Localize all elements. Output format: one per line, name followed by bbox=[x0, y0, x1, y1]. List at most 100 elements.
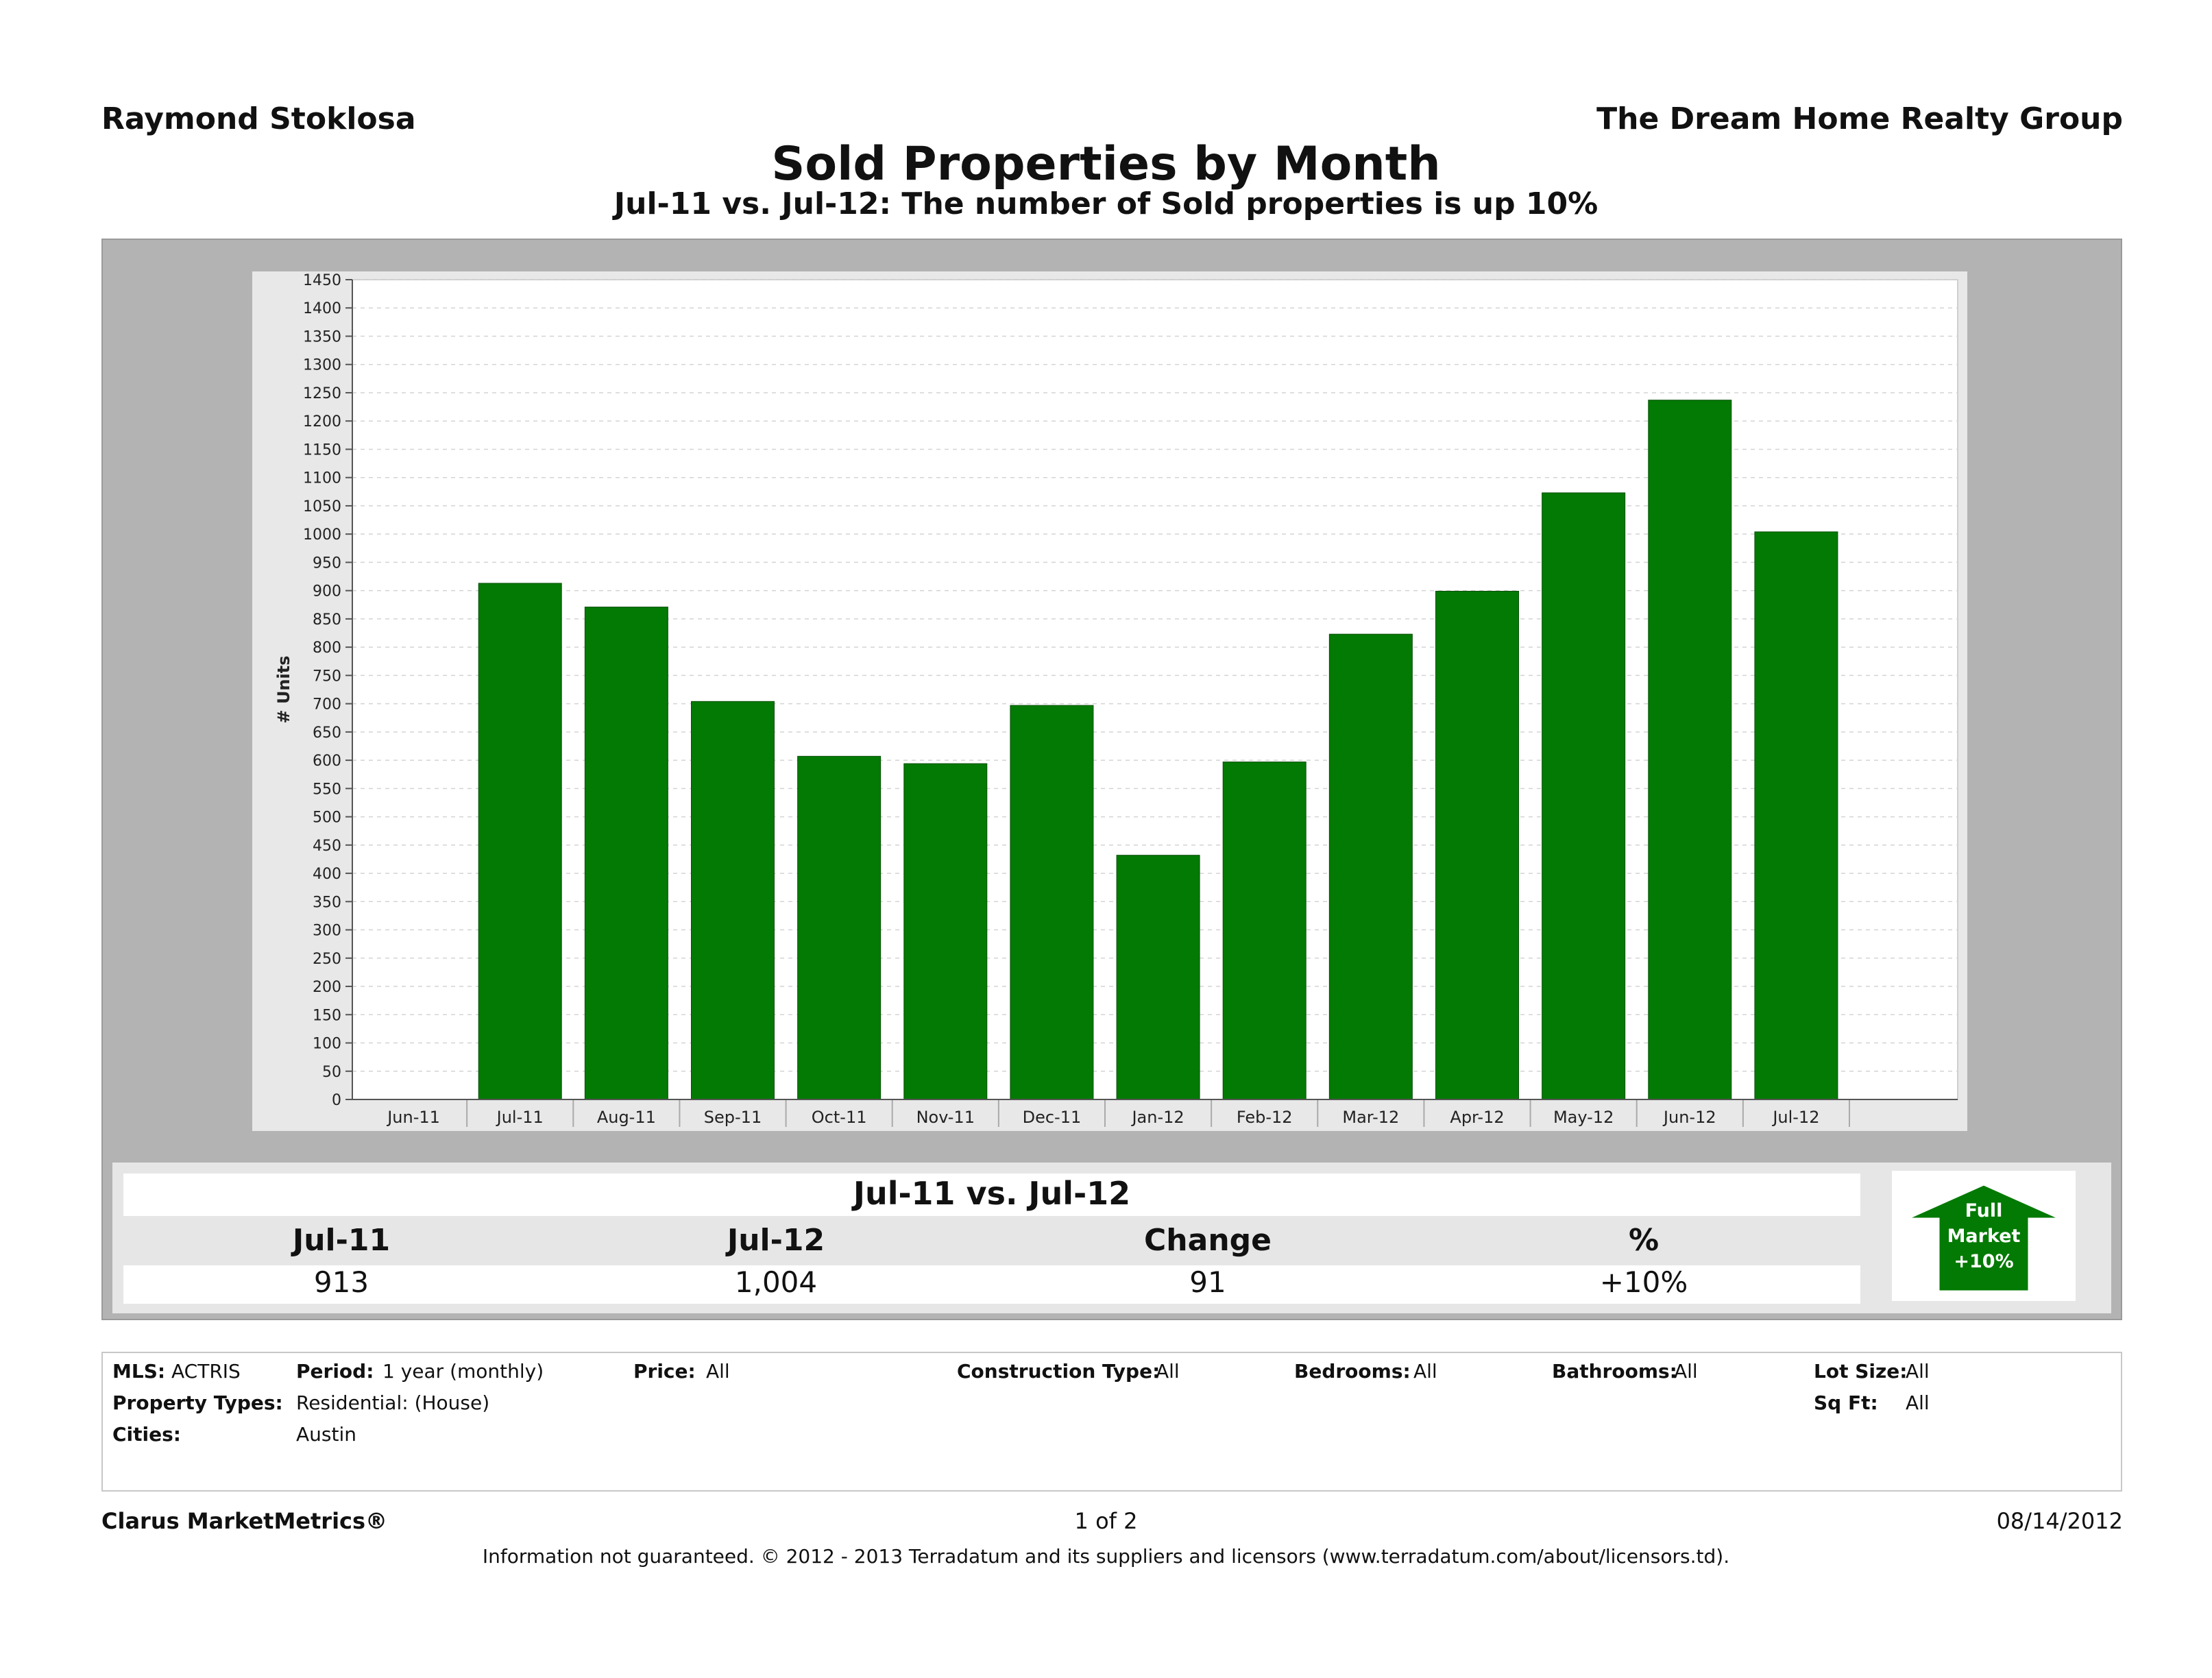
x-tick-label: Jun-11 bbox=[386, 1108, 440, 1127]
disclaimer: Information not guaranteed. © 2012 - 201… bbox=[482, 1545, 1730, 1568]
x-tick-label: Jun-12 bbox=[1662, 1108, 1716, 1127]
construction-type-label: Construction Type: bbox=[957, 1360, 1160, 1383]
summary-header-change: Change bbox=[1144, 1223, 1272, 1258]
badge-line-percent: +10% bbox=[1954, 1251, 2014, 1272]
y-tick-label: 200 bbox=[313, 979, 341, 996]
filters-panel bbox=[101, 1352, 2122, 1492]
bedrooms-value: All bbox=[1413, 1360, 1437, 1383]
summary-title-band bbox=[123, 1174, 1860, 1216]
x-tick-label: Jul-11 bbox=[496, 1108, 544, 1127]
y-tick-label: 350 bbox=[313, 894, 341, 911]
chart-subtitle: Jul-11 vs. Jul-12: The number of Sold pr… bbox=[613, 186, 1599, 221]
y-tick-label: 1050 bbox=[303, 498, 341, 515]
bar-sep-11 bbox=[690, 701, 775, 1100]
y-tick-label: 550 bbox=[313, 781, 341, 798]
price-label: Price: bbox=[633, 1360, 696, 1383]
chart-area: 0 50 100 150 200 250 300 350 400 450 500 550 600 650 7… bbox=[252, 271, 1967, 1131]
period-label: Period: bbox=[296, 1360, 374, 1383]
y-tick-label: 150 bbox=[313, 1007, 341, 1024]
bar-feb-12 bbox=[1222, 762, 1306, 1100]
period-value: 1 year (monthly) bbox=[382, 1360, 544, 1383]
y-tick-label: 1250 bbox=[303, 385, 341, 402]
summary-value-jul-11: 913 bbox=[313, 1265, 369, 1299]
x-tick-label: Apr-12 bbox=[1450, 1108, 1504, 1127]
badge-line-market: Market bbox=[1947, 1226, 2021, 1247]
y-tick-label: 1100 bbox=[303, 470, 341, 487]
y-tick-label: 600 bbox=[313, 753, 341, 770]
up-arrow-icon bbox=[1906, 1183, 2061, 1293]
agent-name: Raymond Stoklosa bbox=[101, 101, 416, 136]
bar-may-12 bbox=[1542, 492, 1626, 1100]
bar-apr-12 bbox=[1435, 590, 1520, 1100]
property-types-value: Residential: (House) bbox=[296, 1391, 490, 1414]
badge-line-full: Full bbox=[1965, 1200, 2003, 1221]
summary-title: Jul-11 vs. Jul-12 bbox=[853, 1175, 1131, 1212]
price-value: All bbox=[706, 1360, 730, 1383]
bar-chart: 0 50 100 150 200 250 300 350 400 450 500 550 600 650 7… bbox=[274, 272, 1958, 1127]
y-tick-label: 1400 bbox=[303, 300, 341, 317]
bar-mar-12 bbox=[1328, 633, 1413, 1100]
x-tick-label: Feb-12 bbox=[1237, 1108, 1293, 1127]
y-tick-label: 1450 bbox=[303, 272, 341, 289]
bar-nov-11 bbox=[903, 763, 988, 1100]
y-tick-label: 950 bbox=[313, 555, 341, 572]
x-tick-label: Dec-11 bbox=[1023, 1108, 1082, 1127]
cities-label: Cities: bbox=[112, 1423, 181, 1446]
bar-jul-11 bbox=[478, 583, 562, 1100]
x-tick-label: Mar-12 bbox=[1342, 1108, 1399, 1127]
x-tick-label: Jan-12 bbox=[1130, 1108, 1184, 1127]
y-tick-label: 1000 bbox=[303, 526, 341, 544]
bathrooms-value: All bbox=[1674, 1360, 1698, 1383]
summary-values-band bbox=[123, 1265, 1860, 1304]
sq-ft-label: Sq Ft: bbox=[1814, 1391, 1878, 1414]
mls-label: MLS: bbox=[112, 1360, 166, 1383]
y-tick-label: 700 bbox=[313, 696, 341, 714]
property-types-label: Property Types: bbox=[112, 1391, 283, 1414]
y-tick-label: 400 bbox=[313, 866, 341, 883]
y-tick-label: 250 bbox=[313, 951, 341, 968]
bar-oct-11 bbox=[797, 755, 882, 1100]
cities-value: Austin bbox=[296, 1423, 356, 1446]
bar-dec-11 bbox=[1010, 705, 1094, 1100]
y-tick-label: 500 bbox=[313, 810, 341, 827]
summary-header-jul-11: Jul-11 bbox=[292, 1223, 391, 1258]
y-tick-label: 300 bbox=[313, 923, 341, 940]
summary-header-jul-12: Jul-12 bbox=[727, 1223, 825, 1258]
lot-size-label: Lot Size: bbox=[1814, 1360, 1908, 1383]
company-name: The Dream Home Realty Group bbox=[1596, 101, 2123, 136]
sq-ft-value: All bbox=[1906, 1391, 1930, 1414]
report-date: 08/14/2012 bbox=[1996, 1508, 2123, 1534]
lot-size-value: All bbox=[1906, 1360, 1930, 1383]
summary-value-change: 91 bbox=[1189, 1265, 1226, 1299]
bar-aug-11 bbox=[584, 607, 668, 1100]
page-indicator: 1 of 2 bbox=[1074, 1508, 1138, 1534]
x-tick-label: Oct-11 bbox=[812, 1108, 867, 1127]
x-tick-label: Aug-11 bbox=[597, 1108, 656, 1127]
chart-title: Sold Properties by Month bbox=[771, 137, 1441, 191]
y-axis-label: # Units bbox=[274, 655, 293, 723]
y-tick-label: 100 bbox=[313, 1036, 341, 1053]
y-tick-label: 1300 bbox=[303, 357, 341, 374]
y-tick-label: 900 bbox=[313, 583, 341, 600]
y-tick-label: 1200 bbox=[303, 413, 341, 430]
x-tick-label: May-12 bbox=[1553, 1108, 1614, 1127]
y-tick-label: 50 bbox=[322, 1064, 341, 1081]
y-tick-label: 800 bbox=[313, 640, 341, 657]
mls-value: ACTRIS bbox=[171, 1360, 241, 1383]
summary-value-jul-12: 1,004 bbox=[734, 1265, 818, 1299]
bedrooms-label: Bedrooms: bbox=[1294, 1360, 1411, 1383]
y-tick-label: 1350 bbox=[303, 328, 341, 345]
y-tick-label: 650 bbox=[313, 725, 341, 742]
summary-header-percent: % bbox=[1628, 1223, 1660, 1258]
y-tick-label: 0 bbox=[332, 1092, 341, 1109]
bar-jan-12 bbox=[1116, 855, 1200, 1100]
x-tick-label: Nov-11 bbox=[916, 1108, 975, 1127]
bar-jul-12 bbox=[1754, 531, 1838, 1100]
bathrooms-label: Bathrooms: bbox=[1552, 1360, 1677, 1383]
y-tick-label: 1150 bbox=[303, 441, 341, 459]
y-tick-label: 450 bbox=[313, 838, 341, 855]
y-tick-label: 850 bbox=[313, 611, 341, 629]
market-badge-text: Full Market +10% bbox=[1926, 1198, 2041, 1274]
market-badge bbox=[1892, 1171, 2076, 1301]
bar-jun-12 bbox=[1648, 400, 1732, 1100]
